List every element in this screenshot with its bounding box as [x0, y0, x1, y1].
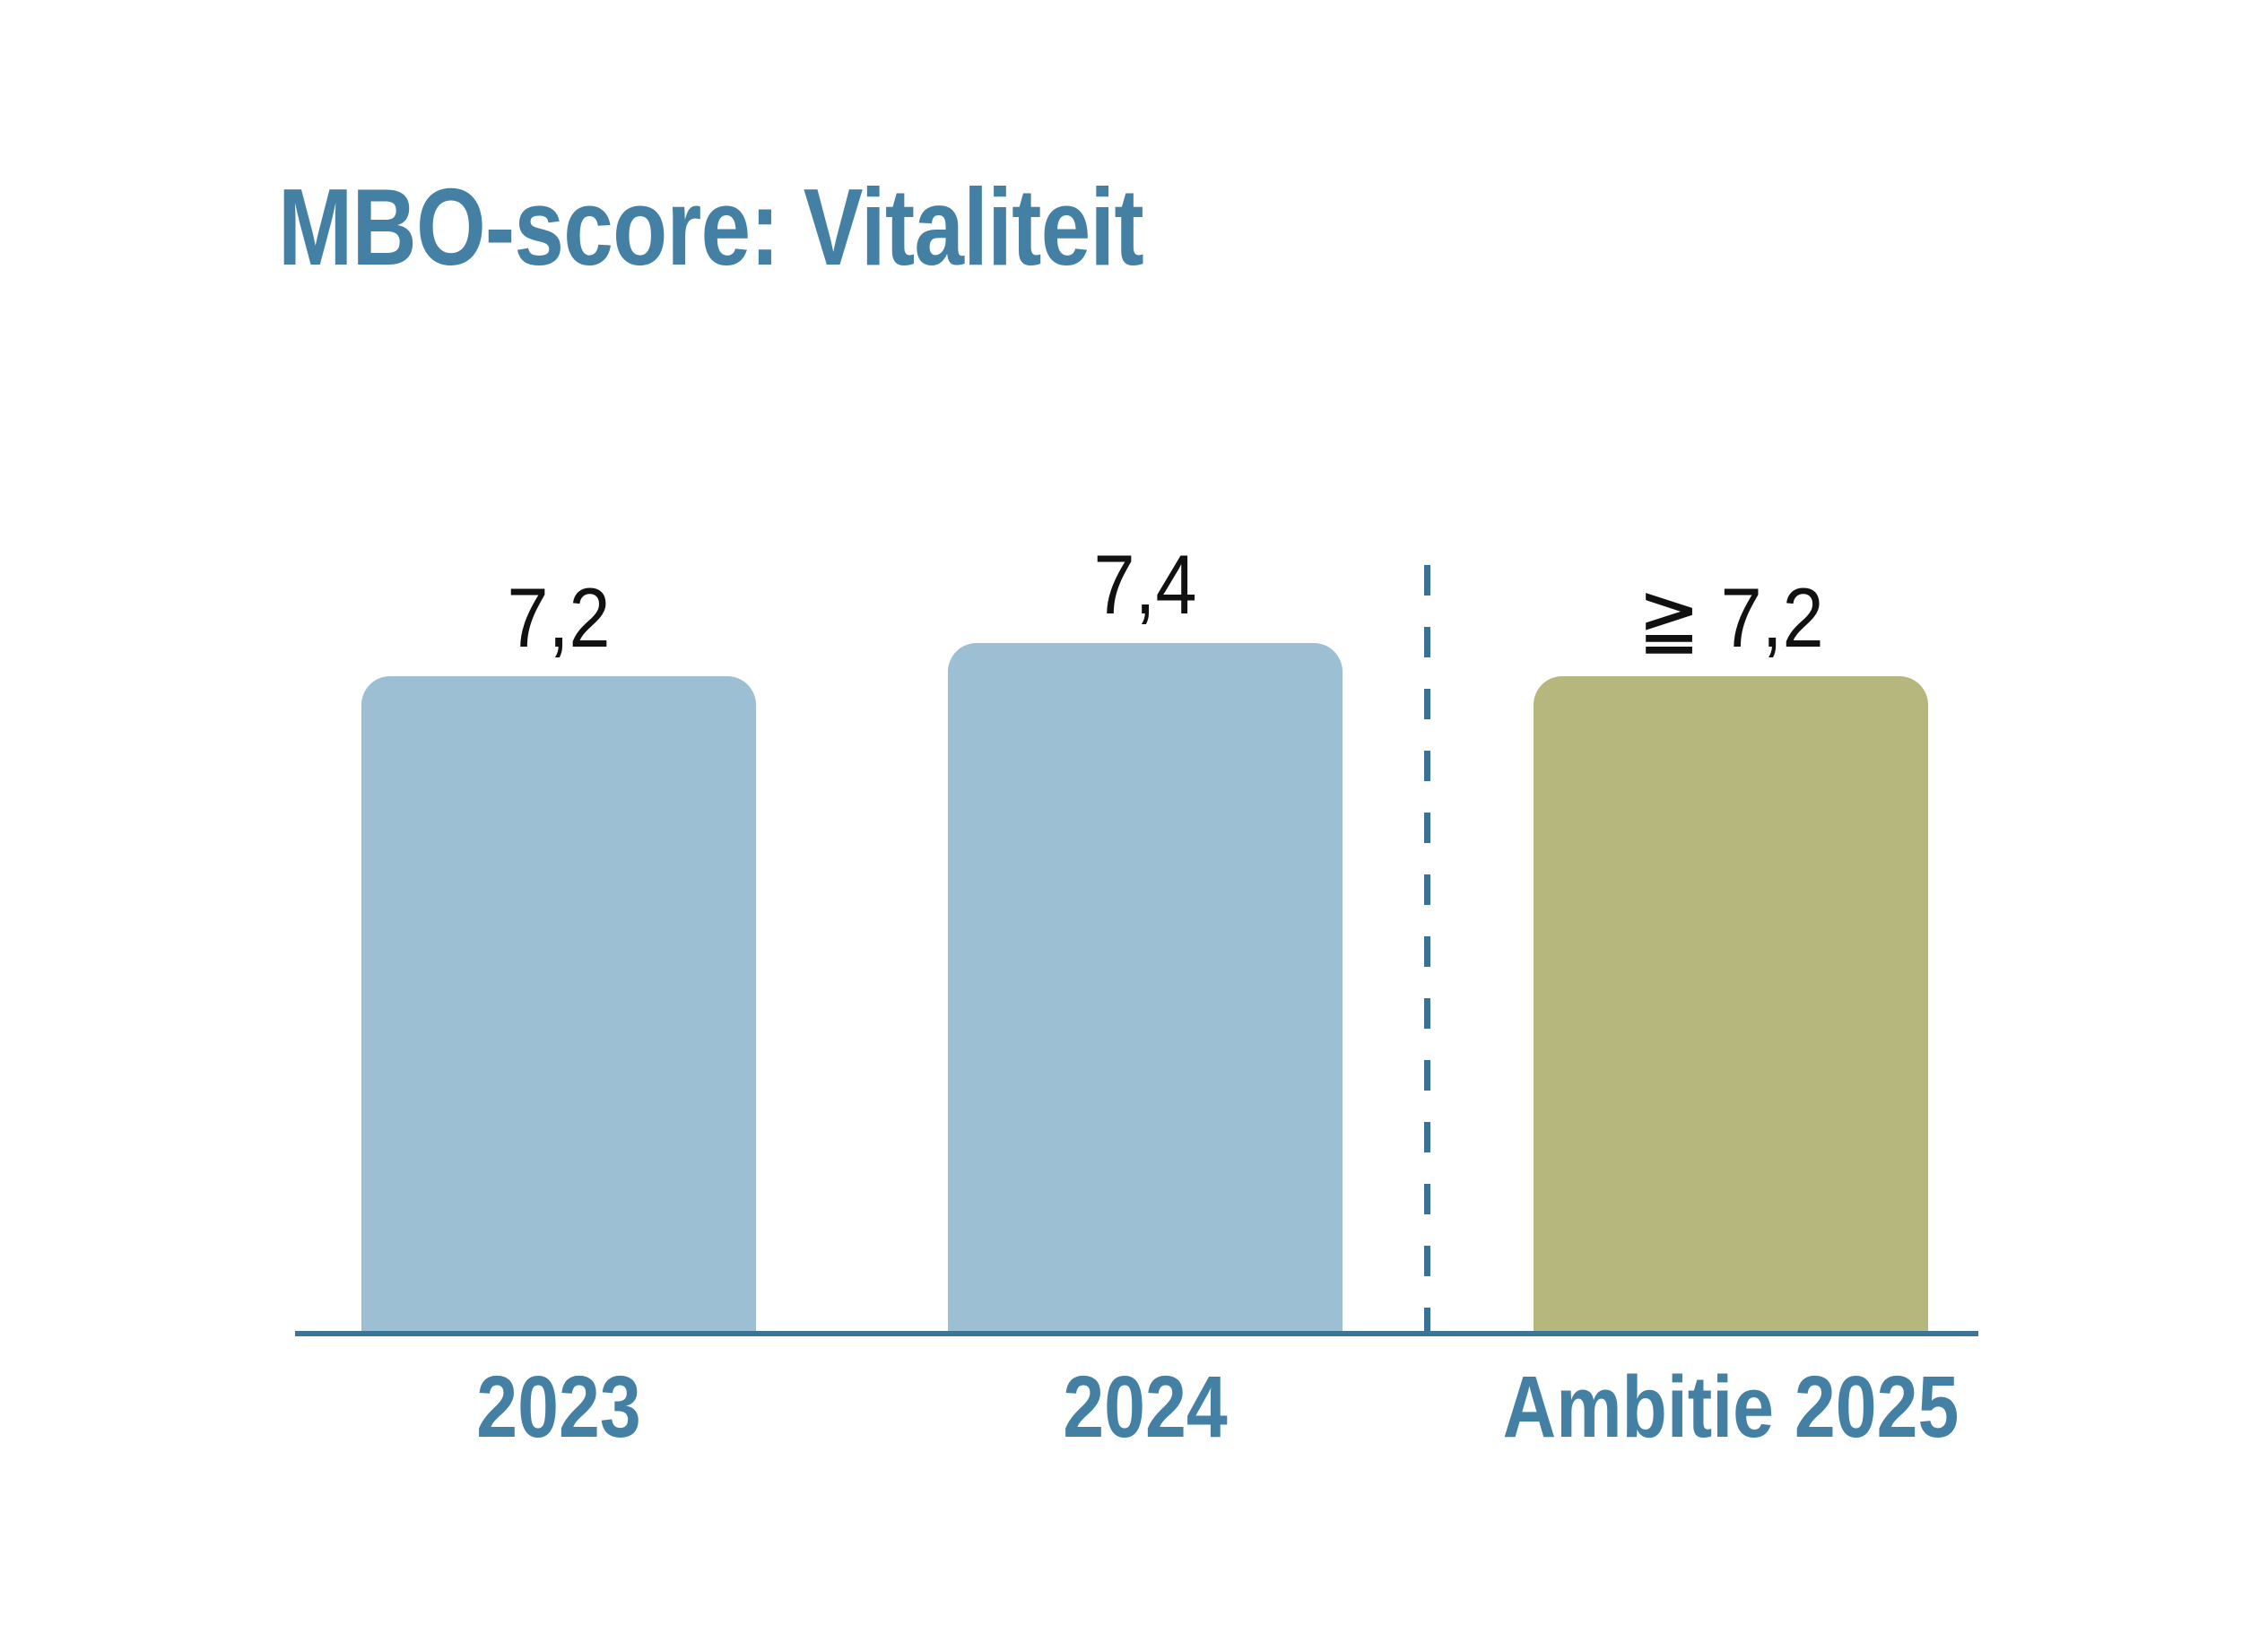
ambition-divider-dashed-line	[1424, 565, 1430, 1331]
value-label-2023: 7,2	[507, 570, 611, 665]
x-axis-line	[295, 1331, 1978, 1336]
value-label-2024: 7,4	[1093, 537, 1197, 631]
x-axis-label-2023: 2023	[476, 1358, 641, 1456]
x-axis-label-ambitie-2025: Ambitie 2025	[1502, 1358, 1960, 1456]
bar-2023	[361, 676, 756, 1336]
value-label-ambitie-2025: ≧ 7,2	[1638, 570, 1824, 665]
chart-title: MBO-score: Vitaliteit	[278, 166, 1144, 288]
bar-2024	[948, 643, 1343, 1336]
x-axis-label-2024: 2024	[1063, 1358, 1228, 1456]
bar-ambitie-2025	[1534, 676, 1928, 1336]
